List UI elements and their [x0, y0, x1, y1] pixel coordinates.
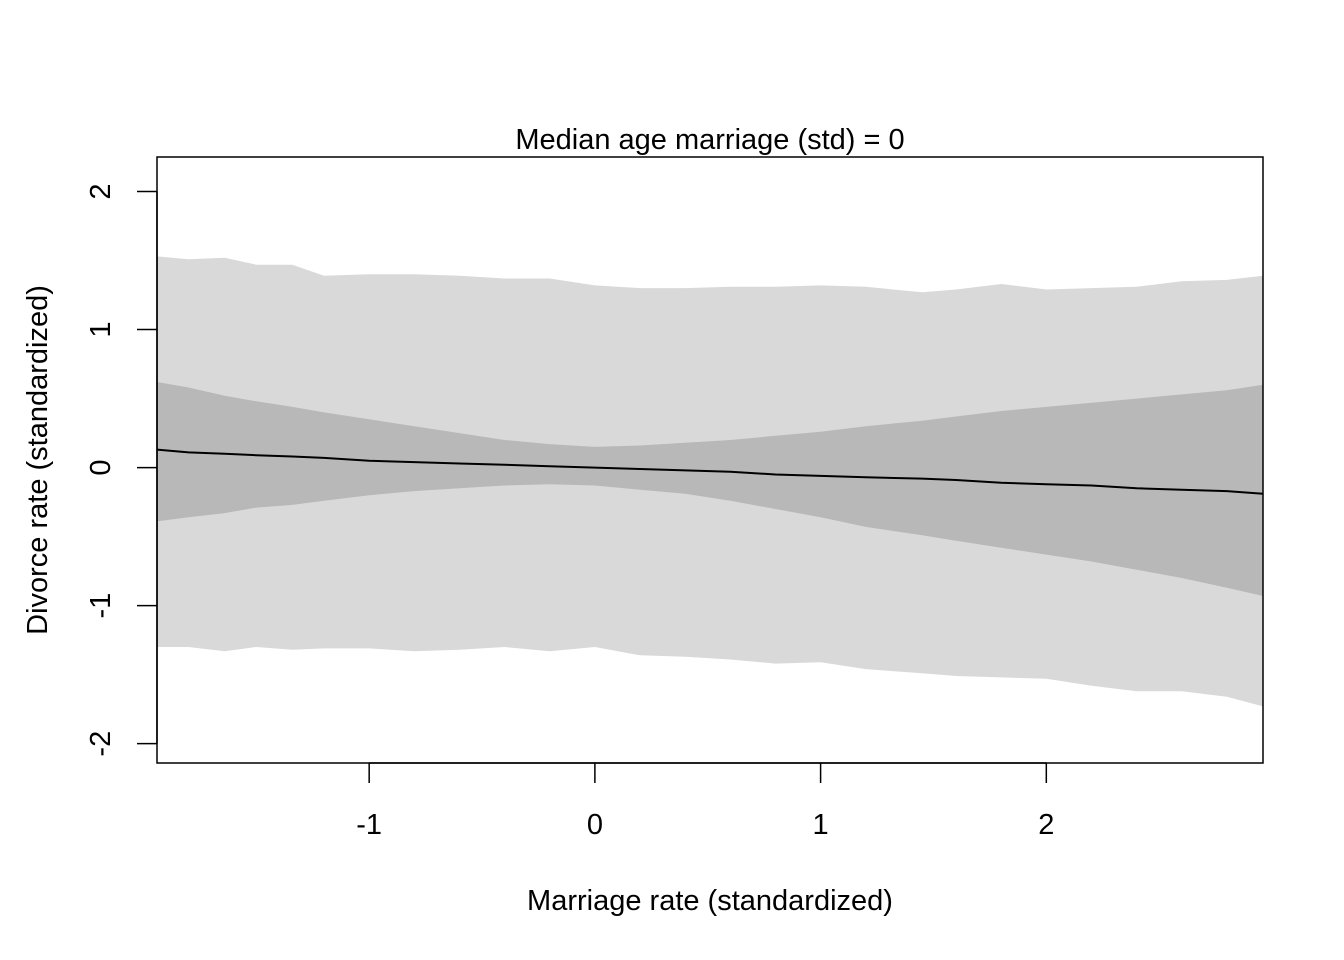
x-axis-label: Marriage rate (standardized) [527, 885, 893, 917]
mean-line-layer [156, 448, 1264, 495]
interval-bands [157, 256, 1263, 707]
chart-title: Median age marriage (std) = 0 [515, 124, 904, 156]
y-tick-label: 2 [85, 183, 117, 199]
y-tick-label: 0 [85, 460, 117, 476]
x-axis: -1 0 1 2 [356, 762, 1054, 841]
x-tick-label: 2 [1038, 809, 1054, 841]
x-tick-label: -1 [356, 809, 382, 841]
y-tick-label: -1 [85, 593, 117, 619]
mean-line [156, 448, 1264, 495]
x-tick-label: 1 [813, 809, 829, 841]
y-axis-label: Divorce rate (standardized) [22, 285, 54, 635]
mean-interval-band [157, 382, 1263, 596]
y-axis: -2 -1 0 1 2 [85, 183, 158, 757]
y-tick-label: 1 [85, 322, 117, 338]
y-tick-label: -2 [85, 731, 117, 757]
x-tick-label: 0 [587, 809, 603, 841]
